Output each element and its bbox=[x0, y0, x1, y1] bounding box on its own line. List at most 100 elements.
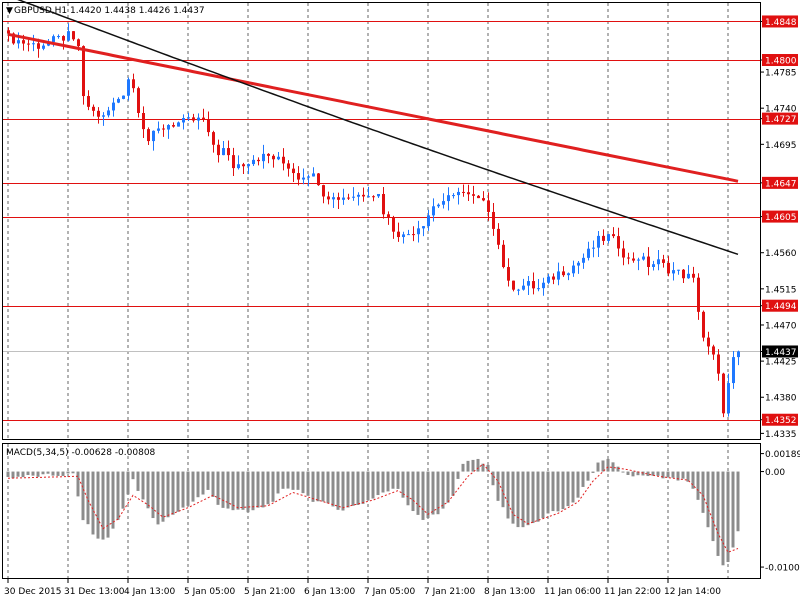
price-tick-label: 1.4695 bbox=[765, 141, 797, 151]
candle-body bbox=[622, 248, 625, 258]
macd-bar bbox=[66, 471, 70, 474]
candle-body bbox=[702, 311, 705, 338]
macd-bar bbox=[256, 471, 260, 508]
macd-bar bbox=[131, 471, 135, 480]
candle-body bbox=[642, 256, 645, 260]
time-tick-label: 5 Jan 21:00 bbox=[244, 587, 296, 597]
candle-body bbox=[417, 228, 420, 235]
macd-bar bbox=[391, 471, 395, 489]
macd-bar bbox=[686, 471, 690, 482]
candle-body bbox=[207, 119, 210, 133]
macd-bar bbox=[156, 471, 160, 525]
price-label-box bbox=[762, 413, 798, 426]
macd-bar bbox=[646, 471, 650, 477]
candle-body bbox=[402, 234, 405, 238]
macd-bar bbox=[631, 471, 635, 477]
candle-body bbox=[352, 196, 355, 198]
macd-bar bbox=[296, 471, 300, 490]
chart-menu-icon[interactable]: ▼ bbox=[6, 6, 13, 16]
macd-bar bbox=[161, 471, 165, 522]
candle-body bbox=[97, 110, 100, 117]
price-tick-label: 1.4727 bbox=[765, 115, 797, 125]
macd-bar bbox=[596, 462, 600, 472]
macd-bar bbox=[371, 471, 375, 499]
candle-body bbox=[332, 197, 335, 200]
macd-bar bbox=[436, 471, 440, 515]
macd-bar bbox=[536, 471, 540, 522]
macd-bar bbox=[291, 471, 295, 490]
price-label-box bbox=[762, 345, 798, 358]
macd-bar bbox=[241, 471, 245, 510]
candle-body bbox=[662, 259, 665, 263]
candle-body bbox=[432, 206, 435, 216]
candle-body bbox=[652, 264, 655, 267]
candle-body bbox=[362, 194, 365, 197]
candle-body bbox=[152, 130, 155, 142]
macd-bar bbox=[286, 471, 290, 489]
time-axis: 30 Dec 2015 31 Dec 13:00 4 Jan 13:00 5 Jan … bbox=[4, 578, 721, 597]
macd-bar bbox=[521, 471, 525, 528]
candle-body bbox=[672, 270, 675, 274]
candle-body bbox=[522, 285, 525, 290]
candle-body bbox=[202, 117, 205, 120]
horizontal-levels bbox=[3, 21, 760, 421]
macd-bar bbox=[246, 471, 250, 513]
macd-bar bbox=[181, 471, 185, 508]
candle-body bbox=[557, 271, 560, 280]
candle-body bbox=[157, 128, 160, 131]
macd-bar bbox=[376, 471, 380, 496]
candle-body bbox=[27, 43, 30, 45]
candle-body bbox=[577, 262, 580, 266]
macd-bar bbox=[736, 471, 740, 532]
macd-bar bbox=[611, 462, 615, 472]
macd-bar bbox=[451, 471, 455, 496]
macd-bar bbox=[96, 471, 100, 539]
candle-body bbox=[107, 110, 110, 116]
macd-bar bbox=[326, 471, 330, 504]
candle-body bbox=[342, 197, 345, 200]
macd-bar bbox=[6, 471, 10, 477]
macd-bar bbox=[341, 471, 345, 511]
candle-body bbox=[322, 185, 325, 197]
candle-body bbox=[227, 148, 230, 156]
candle-body bbox=[372, 196, 375, 198]
macd-bar bbox=[711, 471, 715, 542]
macd-bar bbox=[491, 471, 495, 486]
macd-bar bbox=[331, 471, 335, 507]
candle-body bbox=[377, 193, 380, 197]
macd-bar bbox=[626, 471, 630, 475]
time-tick-label: 30 Dec 2015 bbox=[4, 587, 62, 597]
price-tick-label: 1.4352 bbox=[765, 416, 797, 426]
price-tick-label: 1.4494 bbox=[765, 302, 797, 312]
macd-bar bbox=[466, 460, 470, 472]
candle-body bbox=[247, 164, 250, 167]
candle-body bbox=[617, 236, 620, 249]
macd-bar bbox=[166, 471, 170, 518]
candle-body bbox=[587, 248, 590, 258]
candle-body bbox=[427, 215, 430, 227]
macd-bar bbox=[566, 471, 570, 507]
macd-bar bbox=[676, 471, 680, 481]
candle-body bbox=[387, 214, 390, 218]
candle-body bbox=[597, 235, 600, 248]
moving-averages bbox=[7, 0, 739, 256]
candle-body bbox=[607, 234, 610, 241]
macd-bar bbox=[151, 471, 155, 519]
candle-body bbox=[22, 40, 25, 44]
candle-body bbox=[657, 259, 660, 265]
candle-body bbox=[337, 197, 340, 200]
macd-bar bbox=[361, 471, 365, 504]
macd-bar bbox=[306, 471, 310, 496]
candle-body bbox=[462, 191, 465, 193]
macd-bar bbox=[546, 471, 550, 514]
macd-bar bbox=[666, 471, 670, 478]
macd-bar bbox=[226, 471, 230, 509]
macd-bar bbox=[36, 471, 40, 477]
candle-body bbox=[252, 159, 255, 165]
candle-body bbox=[177, 122, 180, 127]
macd-bar bbox=[426, 471, 430, 519]
candle-body bbox=[217, 144, 220, 156]
macd-bar bbox=[691, 471, 695, 489]
macd-bar bbox=[301, 471, 305, 494]
